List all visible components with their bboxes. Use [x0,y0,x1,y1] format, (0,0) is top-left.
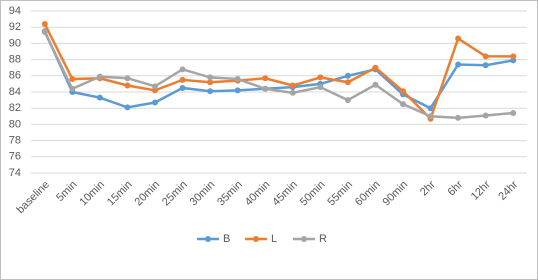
point [289,82,296,89]
point [179,84,186,91]
point [69,76,76,83]
series-line [43,31,514,120]
y-tick-label: 92 [9,21,21,33]
point [207,79,214,86]
y-tick-label: 88 [9,54,21,66]
point [152,99,158,106]
point [207,88,214,95]
point [400,101,406,108]
point [510,110,517,117]
point [372,81,379,88]
y-tick-label: 94 [9,5,21,17]
point [482,53,489,60]
point [289,89,296,96]
y-tick-label: 90 [9,37,21,49]
point [427,105,434,112]
point [179,66,186,73]
legend-label: B [223,233,230,245]
point [41,29,48,36]
point [207,74,214,81]
y-tick-label: 76 [9,151,21,163]
point [344,72,351,79]
y-tick-label: 74 [9,167,21,179]
point [344,97,351,104]
y-tick-label: 80 [9,118,21,130]
point [455,61,462,68]
point [510,53,517,60]
point [41,20,48,27]
legend-marker [253,236,259,242]
point [96,73,103,80]
point [344,79,351,86]
point [96,94,103,101]
point [317,74,324,81]
y-tick-label: 82 [9,102,21,114]
point [482,62,489,69]
y-tick-label: 84 [9,86,21,98]
point [234,76,241,83]
point [152,83,158,90]
point [427,113,434,120]
point [124,104,131,111]
point [124,82,131,89]
point [69,85,76,92]
point [124,75,131,82]
legend-marker [205,236,211,242]
series-line [43,23,514,122]
series-line [43,30,514,110]
legend-marker [301,236,307,242]
point [317,84,324,91]
point [179,76,186,83]
point [482,112,489,119]
point [262,75,269,82]
point [372,64,379,71]
point [234,87,241,94]
point [455,35,462,42]
point [455,114,462,121]
legend-label: R [319,233,327,245]
y-tick-label: 86 [9,70,21,82]
point [400,88,406,95]
legend-label: L [271,233,277,245]
point [262,85,269,92]
y-tick-label: 78 [9,135,21,147]
